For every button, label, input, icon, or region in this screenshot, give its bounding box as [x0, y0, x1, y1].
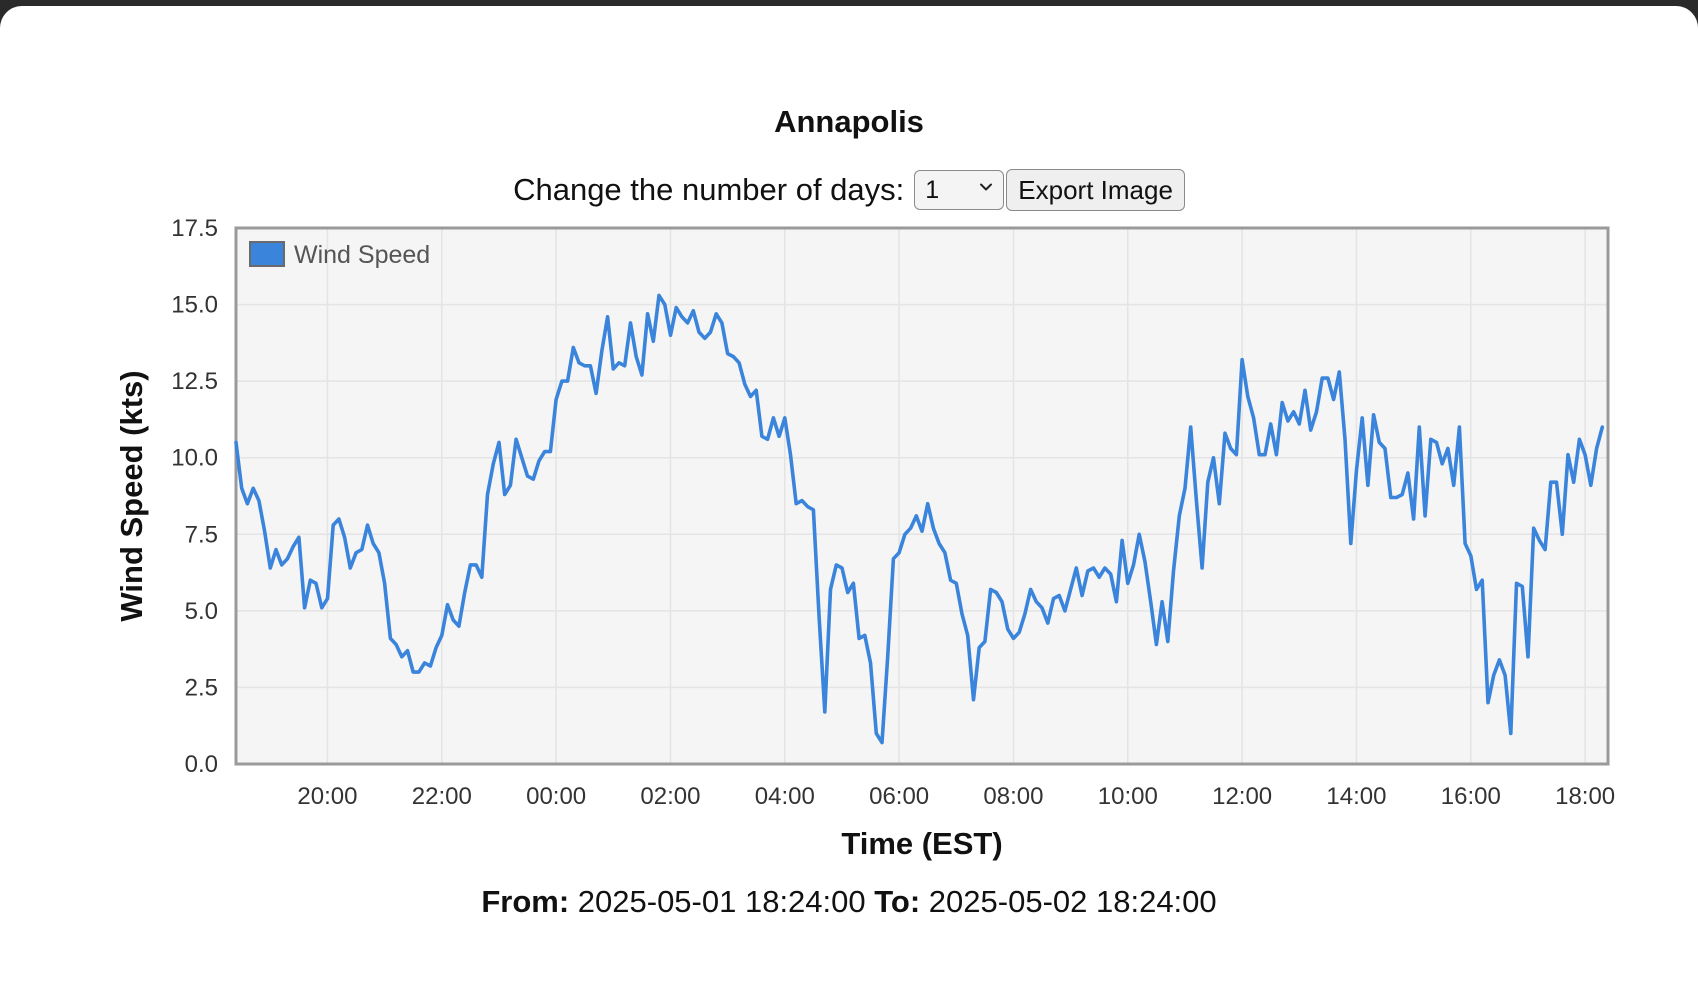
- x-tick-label: 20:00: [297, 783, 357, 810]
- y-tick-label: 17.5: [171, 215, 218, 242]
- x-tick-label: 12:00: [1212, 783, 1272, 810]
- series-line-wind-speed: [234, 293, 1605, 745]
- x-tick-label: 00:00: [526, 783, 586, 810]
- x-tick-label: 02:00: [640, 783, 700, 810]
- y-tick-label: 10.0: [171, 445, 218, 472]
- to-value: 2025-05-02 18:24:00: [928, 884, 1217, 919]
- days-select-value: 1: [925, 175, 940, 204]
- y-tick-label: 7.5: [185, 521, 218, 548]
- y-tick-label: 2.5: [185, 674, 218, 701]
- y-tick-label: 0.0: [185, 751, 218, 778]
- x-tick-label: 18:00: [1555, 783, 1615, 810]
- x-tick-label: 06:00: [869, 783, 929, 810]
- legend-swatch: [249, 241, 285, 267]
- x-tick-label: 22:00: [412, 783, 472, 810]
- x-tick-label: 04:00: [755, 783, 815, 810]
- y-tick-label: 5.0: [185, 598, 218, 625]
- y-tick-label: 15.0: [171, 292, 218, 319]
- chart-window: Annapolis Change the number of days: 1 E…: [0, 6, 1698, 996]
- plot-frame: [234, 226, 1610, 766]
- x-tick-label: 10:00: [1098, 783, 1158, 810]
- plot-area: [236, 228, 1608, 764]
- x-tick-label: 08:00: [983, 783, 1043, 810]
- legend-label: Wind Speed: [294, 241, 430, 269]
- wind-speed-chart: 0.0 2.5 5.0 7.5 10.0 12.5 15.0 17.5 20:00 22:00 00…: [114, 215, 1615, 861]
- from-label: From:: [481, 884, 570, 919]
- controls-row: Change the number of days: 1 Export Imag…: [0, 169, 1698, 211]
- export-image-button[interactable]: Export Image: [1006, 169, 1185, 211]
- to-label: To:: [874, 884, 921, 919]
- x-tick-label: 16:00: [1441, 783, 1501, 810]
- chevron-down-icon: [980, 183, 993, 191]
- days-label: Change the number of days:: [513, 172, 905, 207]
- date-range: From: 2025-05-01 18:24:00 To: 2025-05-02…: [0, 884, 1698, 920]
- y-axis-title: Wind Speed (kts): [114, 370, 149, 621]
- x-axis-title: Time (EST): [841, 826, 1002, 861]
- page-title: Annapolis: [774, 104, 924, 139]
- days-select[interactable]: 1: [914, 170, 1005, 210]
- from-value: 2025-05-01 18:24:00: [577, 884, 866, 919]
- x-tick-label: 14:00: [1326, 783, 1386, 810]
- y-tick-label: 12.5: [171, 368, 218, 395]
